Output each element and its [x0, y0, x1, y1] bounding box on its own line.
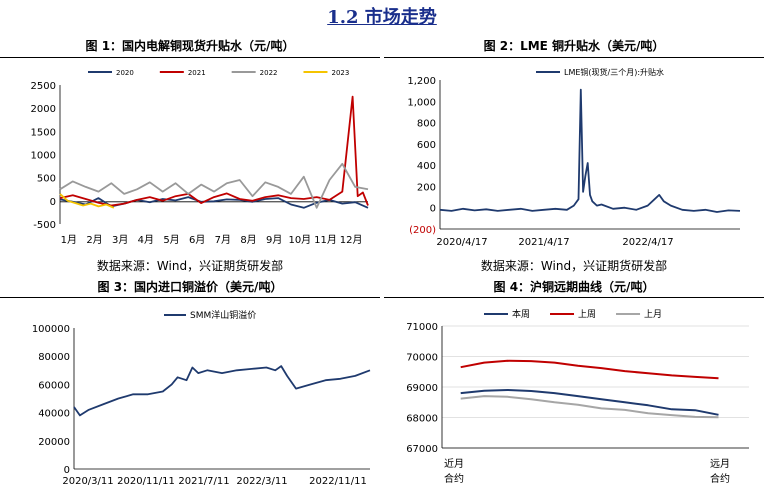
y-tick-label: 67000 — [406, 444, 438, 455]
legend-label: 2021 — [188, 69, 206, 77]
y-tick-label: -500 — [33, 220, 56, 231]
chart-panel-3: 图 3：国内进口铜溢价（美元/吨） 100000 80000 60000 40000 2… — [0, 276, 380, 492]
y-tick-label: 0 — [50, 197, 56, 208]
x-tick-label: 12月 — [340, 234, 363, 246]
y-tick-label: 200 — [417, 182, 436, 193]
x-tick-label: 8月 — [240, 234, 256, 246]
source-note-left: 数据来源：Wind，兴证期货研发部 — [96, 259, 284, 273]
series-line-2023 — [59, 193, 115, 209]
x-tick-label: 远月合约 — [710, 458, 730, 485]
series-line-上周 — [460, 359, 719, 380]
y-tick-label: 80000 — [38, 352, 70, 363]
x-tick-label: 4月 — [138, 234, 154, 246]
x-tick-label: 近月合约 — [444, 457, 464, 485]
y-tick-label: 60000 — [38, 380, 70, 391]
chart-title: 图 3：国内进口铜溢价（美元/吨） — [97, 280, 283, 294]
y-tick-label: 1500 — [31, 127, 56, 138]
x-tick-label: 2020/4/17 — [436, 237, 487, 248]
x-tick-label-line: 合约 — [444, 472, 464, 485]
series-line-LME铜(现货/三个月):升贴水 — [439, 88, 741, 213]
legend-label: LME铜(现货/三个月):升贴水 — [564, 67, 664, 77]
legend-label: 2023 — [331, 69, 349, 77]
x-tick-label: 1月 — [61, 234, 77, 246]
chart-title: 图 4：沪铜远期曲线（元/吨） — [493, 280, 655, 294]
y-tick-label: 600 — [417, 140, 436, 151]
series-line-SMM洋山铜溢价 — [73, 365, 371, 417]
x-tick-label: 5月 — [163, 234, 179, 246]
y-tick-label: 1000 — [31, 151, 56, 162]
chart-title: 图 1：国内电解铜现货升贴水（元/吨） — [85, 39, 295, 53]
title-rule — [0, 297, 380, 298]
y-tick-label: 2500 — [31, 81, 56, 92]
y-tick-label: 71000 — [406, 322, 438, 333]
x-tick-label: 2020/11/11 — [117, 476, 175, 487]
y-tick-label: 400 — [417, 161, 436, 172]
title-rule — [384, 57, 764, 58]
y-tick-label: 68000 — [406, 414, 438, 425]
x-tick-label: 9月 — [266, 234, 282, 246]
legend-label: 本周 — [512, 308, 530, 320]
chart-title: 图 2：LME 铜升贴水（美元/吨） — [483, 39, 665, 53]
section-title: 1.2 市场走势 — [327, 7, 437, 28]
y-tick-label: 1,000 — [407, 97, 436, 108]
x-tick-label: 7月 — [215, 234, 231, 246]
section-title-wrap: 1.2 市场走势 — [0, 3, 764, 29]
x-tick-label: 6月 — [189, 234, 205, 246]
y-tick-label: 100000 — [32, 324, 70, 335]
x-tick-label: 2022/3/11 — [236, 476, 287, 487]
chart-panel-1: 图 1：国内电解铜现货升贴水（元/吨） 2500 2000 1500 1000 500 0… — [0, 33, 380, 258]
chart-1-svg: 2500 2000 1500 1000 500 0 -500 1月 2月 3月 4月 5月 6月 7月 8月… — [31, 69, 369, 246]
x-tick-label: 2020/3/11 — [62, 476, 113, 487]
legend-label: 2022 — [260, 69, 278, 77]
x-tick-label-line: 近月 — [444, 457, 464, 470]
series-line-2022 — [59, 162, 369, 209]
source-note-right: 数据来源：Wind，兴证期货研发部 — [480, 259, 668, 273]
title-rule — [384, 297, 764, 298]
x-tick-label-line: 合约 — [710, 472, 730, 485]
x-tick-label: 2022/11/11 — [309, 476, 367, 487]
y-tick-label: (200) — [409, 225, 436, 236]
legend-label: SMM洋山铜溢价 — [190, 309, 256, 321]
x-tick-label-line: 远月 — [710, 458, 730, 470]
chart-panel-4: 图 4：沪铜远期曲线（元/吨） 71000 70000 69000 68000 6700… — [384, 276, 764, 492]
x-tick-label: 3月 — [112, 234, 128, 246]
y-tick-label: 2000 — [31, 104, 56, 115]
y-tick-label: 70000 — [406, 353, 438, 364]
x-tick-label: 2022/4/17 — [622, 237, 673, 248]
x-tick-label: 10月 — [288, 234, 311, 246]
y-tick-label: 0 — [430, 204, 436, 215]
legend-label: 上周 — [578, 309, 596, 320]
y-tick-label: 800 — [417, 119, 436, 130]
y-tick-label: 69000 — [406, 383, 438, 394]
y-tick-label: 500 — [37, 174, 56, 185]
chart-panel-2: 图 2：LME 铜升贴水（美元/吨） 1,200 1,000 800 600 400 20… — [384, 33, 764, 258]
series-line-上月 — [460, 395, 719, 419]
series-line-本周 — [460, 389, 719, 416]
y-tick-label: 0 — [64, 465, 70, 476]
legend-label: 2020 — [116, 69, 134, 77]
x-tick-label: 2月 — [86, 234, 102, 246]
x-tick-label: 2021/7/11 — [178, 476, 229, 487]
chart-2-svg: 1,200 1,000 800 600 400 200 0 (200)2020/4/17 202… — [407, 67, 741, 248]
series-line-2021 — [59, 95, 369, 207]
title-rule — [0, 57, 380, 58]
y-tick-label: 40000 — [38, 409, 70, 420]
y-tick-label: 1,200 — [407, 76, 436, 87]
x-tick-label: 2021/4/17 — [518, 237, 569, 248]
x-tick-label: 11月 — [314, 234, 337, 246]
y-tick-label: 20000 — [38, 437, 70, 448]
legend-label: 上月 — [644, 309, 662, 320]
